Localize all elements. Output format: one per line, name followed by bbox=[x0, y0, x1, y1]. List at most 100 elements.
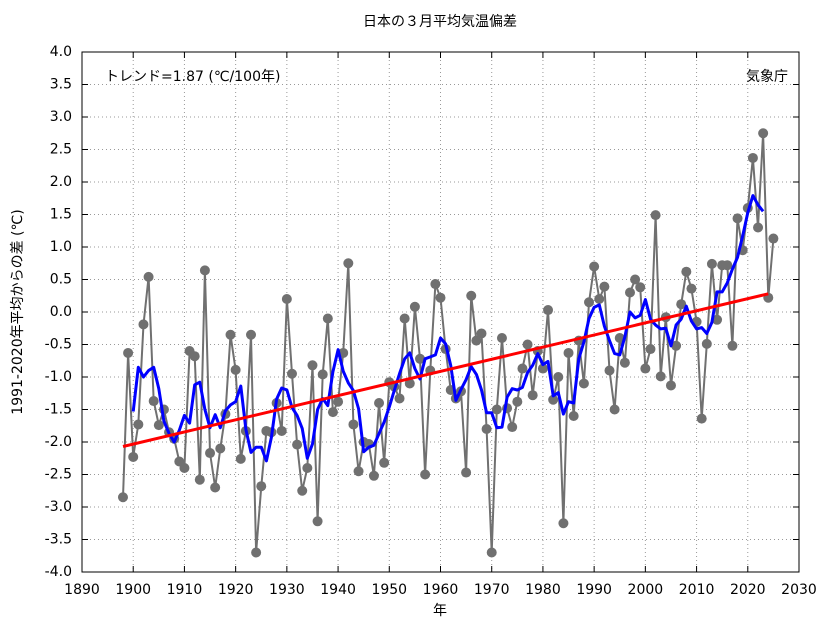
data-point bbox=[312, 516, 323, 527]
x-tick-label: 1990 bbox=[576, 582, 612, 598]
data-point bbox=[609, 404, 620, 415]
y-tick-label: -4.0 bbox=[45, 564, 72, 580]
data-point bbox=[722, 260, 733, 271]
data-point bbox=[128, 451, 139, 462]
data-point bbox=[215, 443, 226, 454]
data-point bbox=[251, 547, 262, 558]
x-tick-label: 2030 bbox=[781, 582, 817, 598]
data-point bbox=[409, 301, 420, 312]
data-point bbox=[589, 261, 600, 272]
x-tick-label: 1890 bbox=[64, 582, 100, 598]
data-point bbox=[138, 319, 149, 330]
data-point bbox=[665, 380, 676, 391]
data-point bbox=[614, 333, 625, 343]
x-tick-label: 1920 bbox=[218, 582, 254, 598]
data-point bbox=[645, 344, 656, 355]
y-tick-label: -1.5 bbox=[45, 402, 72, 418]
trend-line bbox=[122, 292, 769, 448]
data-point bbox=[404, 378, 415, 389]
data-point bbox=[558, 518, 569, 529]
y-tick-label: 2.0 bbox=[50, 174, 72, 190]
data-point bbox=[481, 424, 492, 434]
y-tick-label: 3.0 bbox=[50, 109, 72, 125]
x-tick-label: 2010 bbox=[679, 582, 715, 598]
data-point bbox=[368, 470, 379, 481]
data-point bbox=[153, 420, 164, 431]
data-point bbox=[476, 328, 487, 339]
y-tick-label: 3.5 bbox=[50, 77, 72, 93]
x-tick-label: 2000 bbox=[628, 582, 664, 598]
y-tick-label: -1.0 bbox=[45, 369, 72, 385]
data-point bbox=[594, 294, 605, 304]
data-point bbox=[143, 271, 154, 282]
chart-title: 日本の３月平均気温偏差 bbox=[363, 14, 517, 30]
data-point bbox=[543, 305, 554, 316]
data-point bbox=[563, 347, 574, 358]
data-point bbox=[199, 265, 210, 276]
data-point bbox=[701, 338, 712, 349]
data-point bbox=[292, 439, 303, 450]
data-point bbox=[512, 396, 523, 407]
data-point bbox=[686, 283, 697, 294]
source-annotation: 気象庁 bbox=[746, 69, 788, 85]
data-point bbox=[343, 258, 354, 269]
x-tick-label: 1900 bbox=[115, 582, 151, 598]
data-point bbox=[148, 396, 159, 407]
data-point bbox=[486, 547, 497, 558]
data-point bbox=[415, 353, 426, 364]
data-point bbox=[553, 372, 564, 382]
data-point bbox=[681, 266, 692, 277]
data-point bbox=[286, 368, 297, 379]
data-point bbox=[706, 258, 717, 269]
data-point bbox=[276, 425, 287, 436]
x-tick-label: 1980 bbox=[525, 582, 561, 598]
y-tick-label: 0.5 bbox=[50, 272, 72, 288]
data-point bbox=[230, 364, 241, 375]
data-point bbox=[394, 393, 405, 404]
data-point bbox=[281, 294, 292, 304]
x-axis-label: 年 bbox=[433, 603, 447, 619]
data-point bbox=[302, 463, 313, 473]
y-tick-label: 4.0 bbox=[50, 44, 72, 60]
data-point bbox=[650, 210, 661, 221]
data-point bbox=[348, 419, 359, 430]
data-point bbox=[568, 411, 579, 421]
data-point bbox=[379, 457, 390, 468]
data-point bbox=[527, 390, 538, 401]
data-point bbox=[537, 363, 548, 374]
data-point bbox=[768, 233, 779, 244]
data-point bbox=[630, 274, 641, 285]
data-point bbox=[599, 281, 610, 292]
data-point bbox=[758, 128, 769, 139]
x-tick-label: 2020 bbox=[730, 582, 766, 598]
data-point bbox=[246, 329, 257, 340]
x-tick-label: 1930 bbox=[269, 582, 305, 598]
y-tick-label: -3.5 bbox=[45, 532, 72, 548]
data-point bbox=[604, 365, 615, 376]
data-point bbox=[210, 482, 221, 493]
y-tick-label: -2.5 bbox=[45, 467, 72, 483]
y-tick-label: 1.5 bbox=[50, 207, 72, 223]
y-tick-label: 1.0 bbox=[50, 239, 72, 255]
data-point bbox=[333, 396, 344, 407]
y-tick-label: -2.0 bbox=[45, 434, 72, 450]
data-point bbox=[727, 340, 738, 351]
data-point bbox=[235, 453, 246, 464]
data-point bbox=[435, 292, 446, 303]
plot-frame bbox=[81, 51, 800, 573]
data-point bbox=[225, 329, 236, 340]
data-point bbox=[635, 282, 646, 293]
data-point bbox=[517, 363, 528, 374]
x-tick-label: 1960 bbox=[423, 582, 459, 598]
data-point bbox=[194, 474, 205, 485]
x-tick-label: 1910 bbox=[167, 582, 203, 598]
data-point bbox=[297, 485, 308, 496]
data-point bbox=[117, 492, 128, 503]
y-tick-label: -0.5 bbox=[45, 337, 72, 353]
data-point bbox=[619, 357, 630, 368]
y-tick-label: 0.0 bbox=[50, 304, 72, 320]
data-point bbox=[624, 287, 635, 298]
data-point bbox=[471, 335, 482, 346]
data-point bbox=[496, 333, 507, 343]
